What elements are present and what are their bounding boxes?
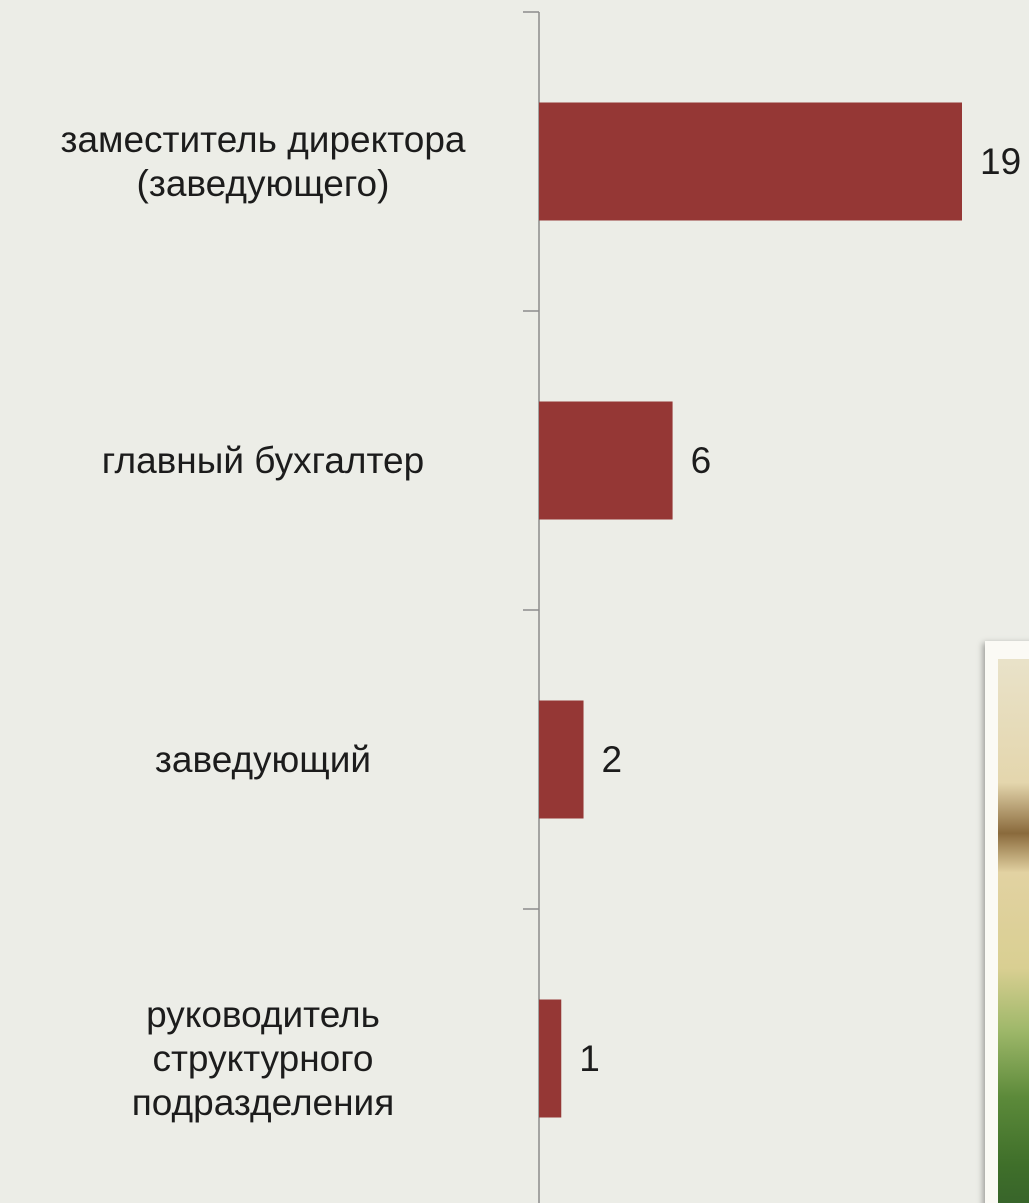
- bar: [539, 999, 562, 1118]
- data-label: 2: [601, 738, 623, 780]
- data-label: 19: [980, 140, 1022, 182]
- photo-image: [985, 641, 1029, 1203]
- category-label: заведующий: [154, 738, 372, 780]
- photo-content: [998, 659, 1029, 1203]
- category-label: главный бухгалтер: [101, 439, 425, 481]
- category-label: руководитель структурного подразделения: [131, 993, 395, 1123]
- data-label: 6: [690, 439, 712, 481]
- bar: [539, 102, 962, 221]
- bar: [539, 401, 673, 520]
- bar: [539, 700, 584, 819]
- data-label: 1: [579, 1037, 600, 1079]
- category-label: заместитель директора (заведующего): [60, 118, 466, 204]
